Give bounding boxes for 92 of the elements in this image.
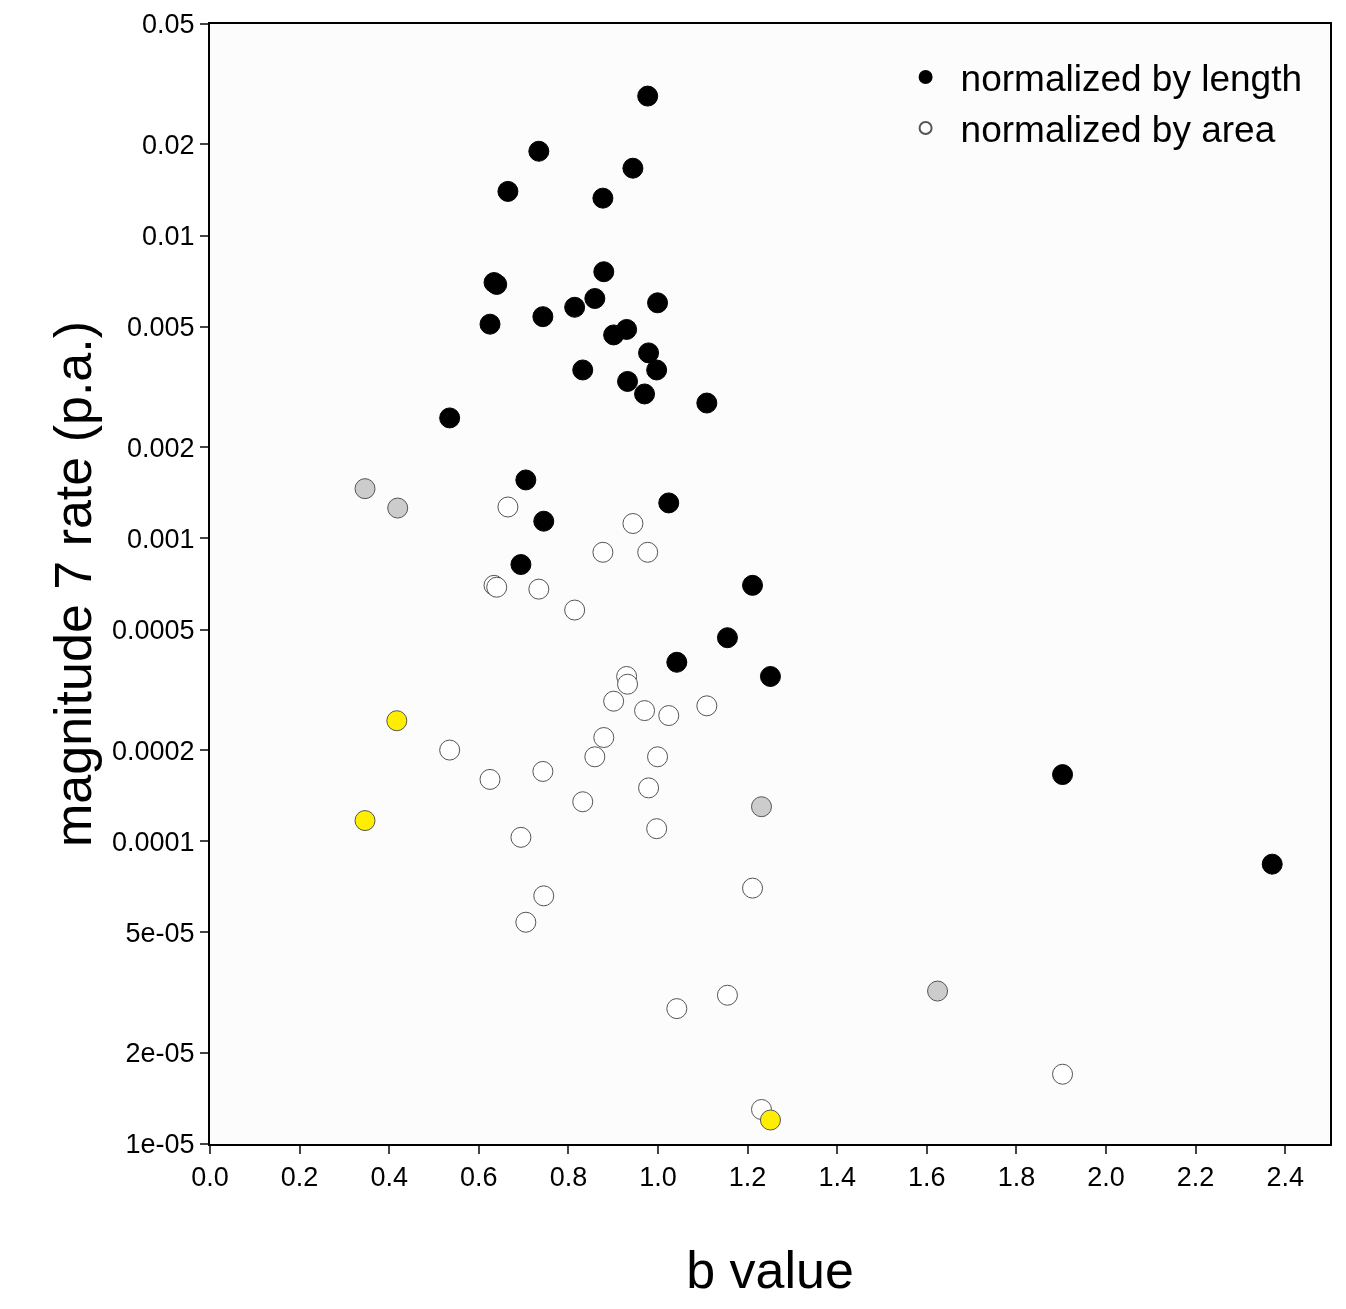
point	[479, 768, 501, 790]
point	[751, 796, 772, 818]
point	[716, 627, 738, 649]
y-axis-title: magnitude 7 rate (p.a.)	[43, 320, 102, 848]
x-tick-label: 0.8	[549, 1162, 588, 1193]
point	[617, 370, 639, 392]
y-tick-label: 0.0001	[112, 826, 195, 857]
y-tick-label: 0.002	[127, 432, 195, 463]
point	[634, 700, 656, 722]
point	[658, 492, 680, 514]
point	[584, 288, 606, 309]
point	[1052, 1063, 1074, 1085]
x-tick-label: 2.0	[1087, 1162, 1125, 1193]
point	[528, 140, 550, 162]
x-tick-label: 0.0	[191, 1162, 229, 1193]
point	[533, 885, 555, 907]
point	[497, 180, 519, 202]
x-tick-label: 2.2	[1176, 1162, 1215, 1193]
point	[528, 578, 550, 600]
point	[927, 980, 949, 1002]
point	[532, 306, 554, 328]
point	[622, 157, 644, 179]
x-tick-label: 2.4	[1266, 1162, 1304, 1193]
legend-label: normalized by area	[960, 109, 1276, 151]
point	[515, 911, 537, 933]
point	[759, 665, 781, 687]
y-tick-label: 0.0002	[112, 735, 195, 766]
x-tick-label: 1.8	[997, 1162, 1036, 1193]
point	[439, 739, 461, 761]
point	[638, 777, 660, 799]
point	[646, 359, 668, 381]
point	[637, 541, 659, 563]
point	[592, 187, 614, 209]
point	[593, 261, 615, 283]
point	[716, 984, 738, 1006]
point	[622, 513, 644, 535]
point	[386, 710, 408, 732]
point	[354, 478, 376, 500]
point	[354, 810, 376, 832]
point	[696, 392, 718, 414]
point	[592, 541, 614, 563]
y-tick-label: 1e-05	[125, 1129, 195, 1160]
x-tick-label: 0.6	[460, 1162, 498, 1193]
point	[742, 877, 764, 899]
point	[646, 818, 668, 840]
point	[638, 342, 660, 364]
point	[593, 727, 615, 749]
point	[634, 383, 656, 405]
x-axis-title: b value	[686, 1240, 854, 1299]
point	[1052, 764, 1074, 786]
x-tick-label: 1.2	[728, 1162, 767, 1193]
y-tick-label: 0.005	[127, 312, 195, 343]
point	[479, 313, 501, 335]
point	[564, 296, 586, 318]
y-tick-label: 2e-05	[125, 1038, 195, 1069]
point	[439, 407, 461, 429]
point	[584, 746, 606, 768]
point	[617, 673, 639, 695]
point	[647, 292, 669, 314]
point	[497, 496, 519, 518]
point	[515, 469, 537, 491]
point	[564, 599, 586, 621]
point	[603, 324, 625, 346]
point	[532, 760, 554, 782]
y-tick-label: 0.02	[142, 129, 195, 160]
point	[647, 746, 669, 768]
point	[759, 1109, 781, 1131]
y-tick-label: 0.01	[142, 221, 195, 252]
point	[666, 998, 688, 1020]
point	[572, 359, 594, 381]
point	[603, 690, 625, 712]
point	[1261, 853, 1283, 875]
x-tick-label: 1.6	[908, 1162, 946, 1193]
point	[637, 85, 659, 107]
point	[387, 497, 409, 519]
point	[742, 574, 764, 596]
y-tick-label: 0.001	[127, 523, 195, 554]
point	[510, 826, 532, 848]
point	[533, 510, 555, 532]
point	[572, 791, 594, 813]
point	[658, 705, 680, 727]
point	[696, 695, 718, 717]
x-tick-label: 1.0	[639, 1162, 677, 1193]
legend-label: normalized by length	[960, 58, 1303, 100]
point	[666, 651, 688, 673]
y-tick-label: 0.0005	[112, 615, 195, 646]
x-tick-label: 0.4	[370, 1162, 408, 1193]
point	[510, 554, 532, 576]
x-tick-label: 0.2	[280, 1162, 319, 1193]
y-tick-label: 0.05	[142, 9, 195, 40]
y-tick-label: 5e-05	[125, 917, 195, 948]
x-tick-label: 1.4	[818, 1162, 856, 1193]
